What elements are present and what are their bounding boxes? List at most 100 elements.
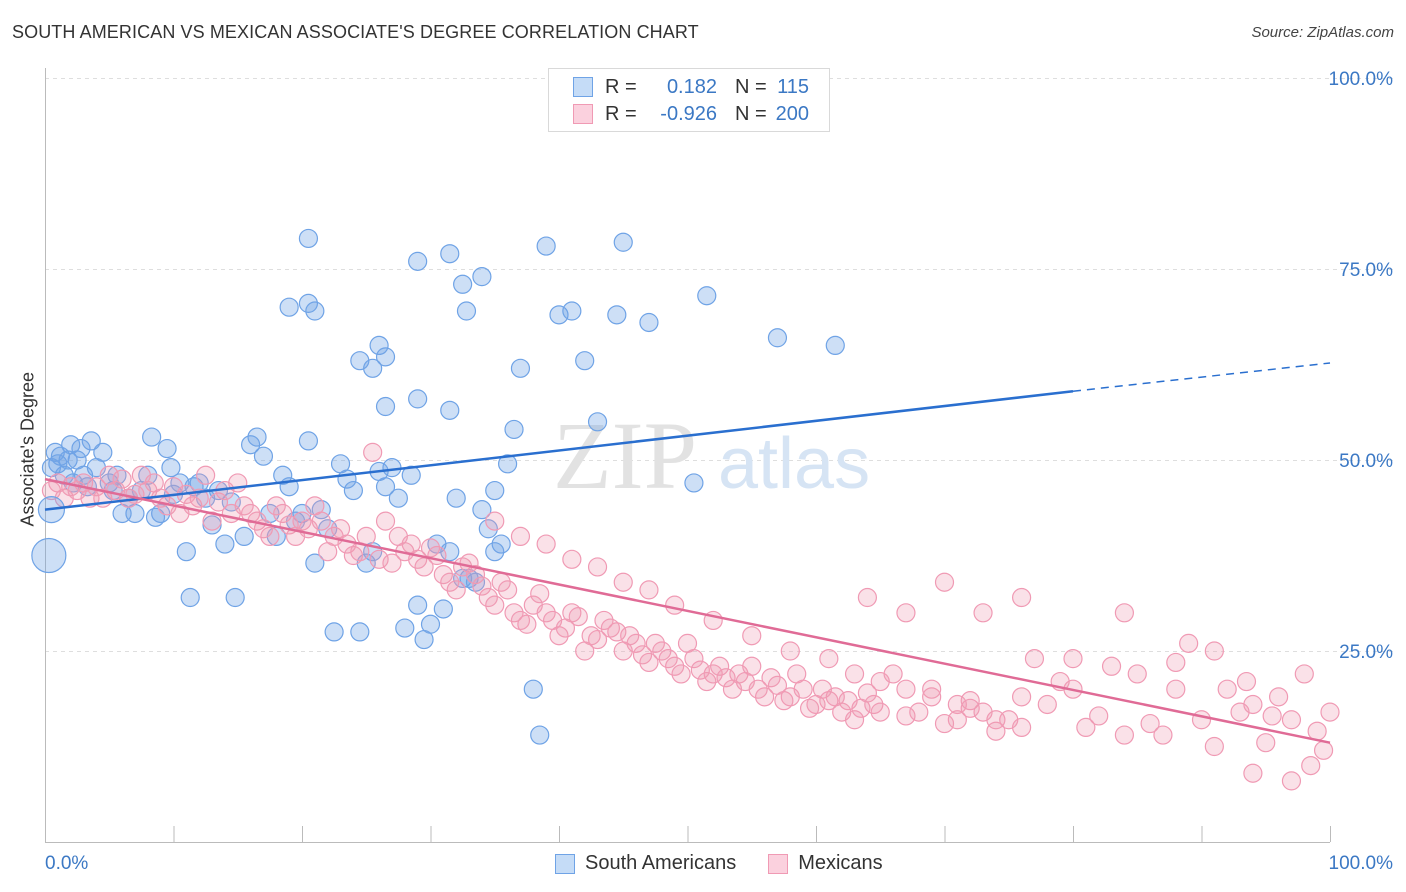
south-american-point	[363, 358, 383, 378]
mexican-point	[922, 687, 942, 707]
mexican-point	[960, 691, 980, 711]
mexican-point	[311, 511, 331, 531]
mexican-point	[1076, 717, 1096, 738]
mexican-point	[607, 622, 627, 642]
mexican-point	[639, 652, 659, 673]
mexican-point	[857, 587, 878, 608]
mexican-point	[260, 526, 280, 547]
mexican-point	[1089, 706, 1109, 726]
mexican-point	[761, 668, 781, 688]
south-american-point	[375, 396, 396, 417]
mexican-point	[517, 614, 537, 634]
mexican-point	[710, 656, 730, 676]
mexican-point	[472, 576, 492, 596]
south-american-point	[369, 335, 389, 355]
mexican-point	[684, 649, 704, 669]
mexican-point	[947, 694, 967, 715]
y-tick-label: 50.0%	[1339, 451, 1393, 472]
mexican-point	[896, 706, 916, 726]
mexican-point	[536, 603, 556, 623]
south-american-point	[504, 419, 524, 440]
south-american-point	[31, 537, 67, 574]
mexican-point	[273, 503, 293, 524]
stats-legend: R = 0.182 N = 115 R = -0.926 N = 200	[548, 68, 830, 132]
south-american-point	[93, 442, 113, 462]
x-tick-label: 0.0%	[45, 853, 88, 874]
mexican-point	[1217, 679, 1237, 699]
r-label: R =	[605, 75, 637, 98]
south-american-point	[433, 599, 453, 619]
south-american-point	[491, 534, 511, 554]
mexican-point	[960, 698, 980, 718]
mexican-point	[568, 607, 588, 627]
south-american-point	[241, 435, 261, 455]
south-american-point	[375, 347, 396, 367]
south-american-point	[446, 488, 466, 508]
mexican-point	[658, 649, 678, 669]
mexican-point	[1127, 664, 1147, 684]
legend-row-mexicans: R = -0.926 N = 200	[573, 101, 809, 127]
mexican-point	[478, 587, 498, 608]
mexican-point	[1024, 649, 1045, 669]
mexican-point	[446, 580, 466, 600]
south-american-point	[71, 438, 91, 459]
mexican-point	[1101, 656, 1122, 676]
mexican-point	[498, 580, 518, 600]
mexican-point	[1140, 713, 1160, 734]
south-american-point	[440, 244, 460, 264]
south-american-point	[575, 351, 595, 371]
mexican-point	[626, 633, 646, 653]
mexican-point	[587, 557, 608, 577]
legend-item-mexicans[interactable]: Mexicans	[768, 852, 883, 875]
mexican-point	[639, 580, 659, 600]
mexican-point	[1191, 710, 1212, 730]
mexican-point	[896, 679, 916, 699]
mexican-point	[1011, 587, 1032, 608]
mexican-point	[1063, 649, 1083, 669]
south-american-point	[48, 454, 68, 474]
y-tick-label: 75.0%	[1339, 260, 1393, 281]
south-american-point	[510, 358, 531, 378]
mexican-point	[1011, 717, 1032, 738]
mexican-point	[292, 511, 312, 531]
n-label: N =	[735, 102, 767, 125]
south-american-point	[253, 446, 274, 466]
south-american-point	[420, 614, 441, 634]
mexican-point	[375, 511, 396, 531]
mexican-point	[690, 660, 710, 680]
mexican-point	[530, 584, 550, 604]
south-american-point	[523, 679, 543, 699]
mexican-point	[433, 564, 453, 585]
south-american-point	[767, 328, 788, 348]
r-value: -0.926	[660, 102, 717, 125]
mexican-point	[947, 710, 967, 730]
south-american-point	[472, 267, 492, 287]
south-american-point	[382, 458, 402, 478]
south-american-point	[478, 519, 498, 539]
mexican-point	[909, 702, 929, 722]
legend-swatch-pink	[768, 853, 789, 874]
legend-row-south-americans: R = 0.182 N = 115	[573, 74, 809, 100]
legend-label: South Americans	[585, 852, 737, 874]
mexican-point	[870, 671, 890, 692]
legend-label: Mexicans	[798, 852, 883, 874]
mexican-trendline	[44, 477, 1331, 744]
mexican-point	[196, 465, 216, 485]
mexican-point	[208, 492, 229, 512]
mexican-point	[1114, 603, 1135, 623]
south-american-point	[176, 542, 196, 562]
mexican-point	[562, 549, 582, 569]
chart-title: SOUTH AMERICAN VS MEXICAN ASSOCIATE'S DE…	[12, 22, 699, 42]
y-tick-label: 25.0%	[1339, 642, 1393, 663]
south-american-point	[273, 465, 293, 485]
south-american-point	[453, 274, 473, 294]
mexican-point	[1281, 771, 1302, 791]
south-american-point	[298, 228, 319, 249]
mexican-point	[632, 645, 653, 665]
legend-swatch-blue	[555, 853, 575, 874]
south-american-point	[440, 542, 460, 562]
mexican-point	[549, 626, 569, 646]
legend-item-south-americans[interactable]: South Americans	[555, 852, 736, 875]
south-american-point	[142, 427, 162, 447]
